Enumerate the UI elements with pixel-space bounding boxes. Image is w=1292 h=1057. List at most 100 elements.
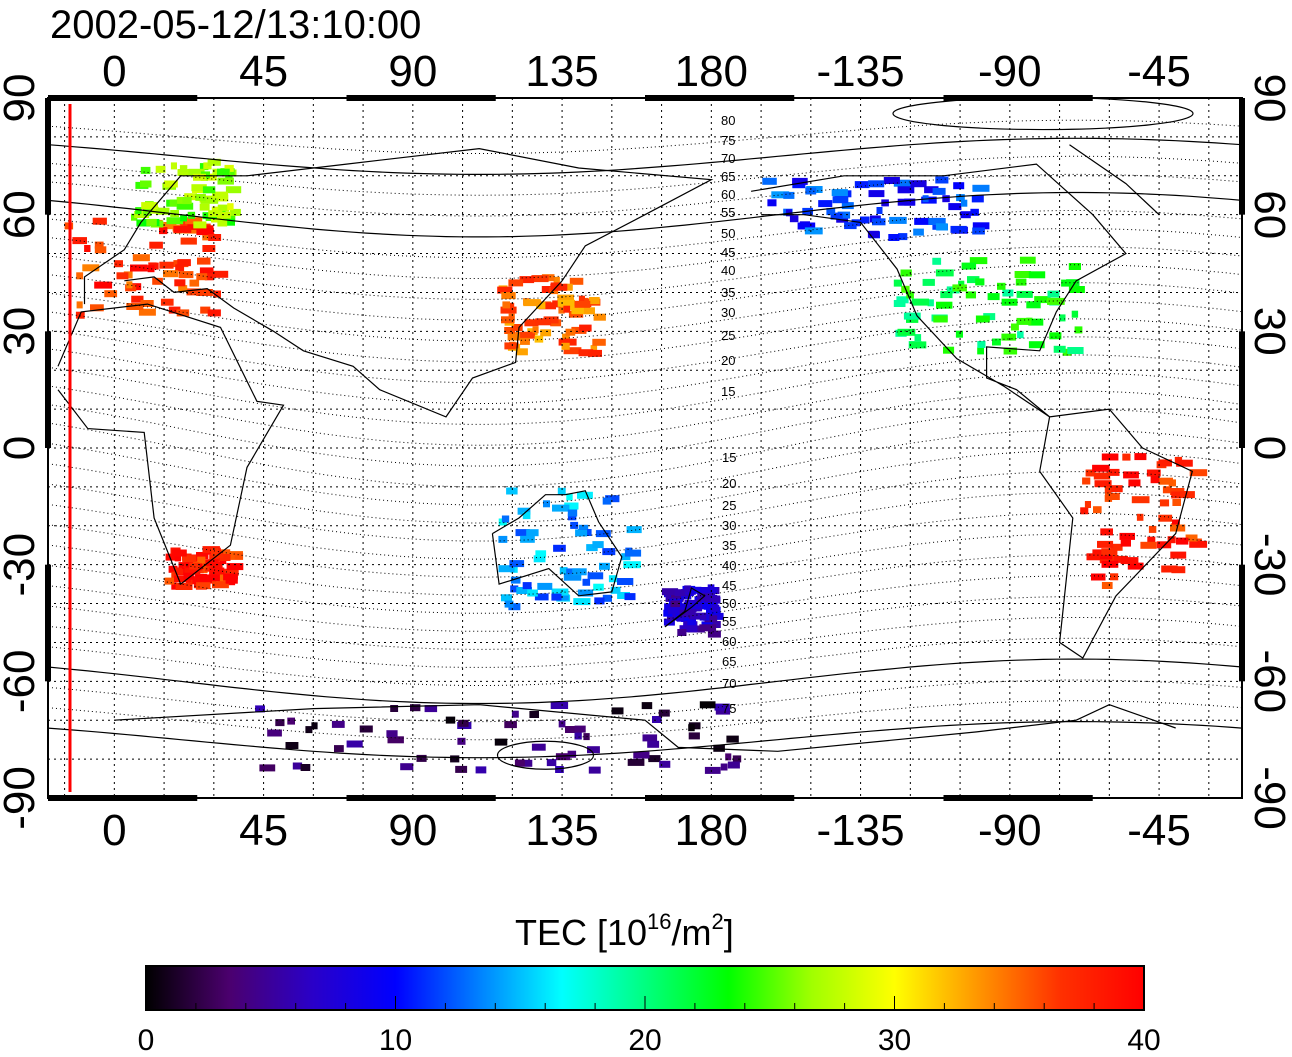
tec-cell xyxy=(141,202,158,210)
tec-cell xyxy=(677,629,687,636)
tec-cell xyxy=(224,164,234,172)
tec-cell xyxy=(520,535,535,543)
tec-cell xyxy=(1067,347,1084,354)
maglat-contour xyxy=(47,210,1243,259)
tec-cell xyxy=(211,206,219,214)
tec-cell xyxy=(633,751,650,759)
tec-cell xyxy=(557,487,566,495)
tec-cell xyxy=(538,302,556,310)
tec-cell xyxy=(386,730,398,738)
tec-cell xyxy=(204,273,214,281)
tec-cell xyxy=(571,307,584,315)
maglat-label: 25 xyxy=(721,328,735,343)
tec-cell xyxy=(1068,263,1081,270)
tec-cell xyxy=(557,299,575,307)
tec-cell xyxy=(305,726,313,734)
tec-cell xyxy=(582,578,591,586)
edge-bar xyxy=(45,331,51,448)
tec-cell xyxy=(199,267,214,275)
tec-cell xyxy=(501,515,510,523)
tec-cell xyxy=(517,507,531,515)
tec-cell xyxy=(217,219,228,227)
maglat-contour xyxy=(47,282,1243,342)
tec-cell xyxy=(972,222,990,230)
tec-cell xyxy=(575,529,588,537)
tec-cell xyxy=(872,218,886,226)
tec-cell xyxy=(212,270,229,278)
tec-cell xyxy=(497,286,513,294)
tec-cell xyxy=(574,300,591,308)
tec-cell xyxy=(971,195,984,203)
maglat-contour xyxy=(47,354,1243,425)
tec-cell xyxy=(1016,290,1033,298)
tec-cell xyxy=(163,270,179,278)
tec-cell xyxy=(179,165,188,173)
maglat-label: 65 xyxy=(722,654,736,669)
left-lat-tick: 90 xyxy=(0,74,44,123)
tec-cell xyxy=(177,259,191,267)
tec-cell xyxy=(897,186,915,194)
edge-bar xyxy=(48,795,198,801)
tec-cell xyxy=(130,264,148,272)
tec-cell xyxy=(1105,493,1120,500)
tec-cell xyxy=(818,200,833,208)
tec-cell xyxy=(893,300,906,307)
left-lat-tick: -30 xyxy=(0,533,44,597)
tec-cell xyxy=(174,575,191,583)
tec-cell xyxy=(896,296,909,304)
tec-cell xyxy=(551,588,569,596)
tec-cell xyxy=(164,577,175,585)
tec-cell xyxy=(217,168,230,176)
tec-cell xyxy=(151,206,159,214)
maglat-label: 35 xyxy=(721,285,735,300)
tec-cell xyxy=(1084,501,1091,508)
tec-cell xyxy=(225,186,242,194)
tec-cell xyxy=(975,278,985,286)
tec-cell xyxy=(82,264,100,272)
tec-cell xyxy=(166,217,184,225)
maglat-label: 55 xyxy=(721,205,735,220)
tec-cell xyxy=(826,208,836,216)
tec-cell xyxy=(854,181,870,189)
tec-cell xyxy=(578,524,589,532)
tec-cell xyxy=(1028,318,1044,326)
tec-cell xyxy=(131,295,144,303)
tec-cell xyxy=(559,567,568,575)
tec-cell xyxy=(955,330,963,338)
tec-cell xyxy=(203,559,219,567)
maglat-contour xyxy=(47,658,1243,705)
maglat-contour xyxy=(47,300,1243,363)
top-lon-tick: 90 xyxy=(388,47,437,96)
tec-cell xyxy=(1128,479,1141,487)
tec-cell xyxy=(704,595,721,603)
tec-cell xyxy=(521,759,533,767)
tec-cell xyxy=(572,568,587,576)
tec-cell xyxy=(1101,582,1113,589)
tec-cell xyxy=(914,217,930,225)
figure-title: 2002-05-12/13:10:00 xyxy=(50,3,421,47)
tec-cell xyxy=(1104,486,1112,494)
tec-cell xyxy=(588,349,602,357)
tec-cell xyxy=(676,614,684,622)
tec-cell xyxy=(571,326,587,334)
tec-cell xyxy=(506,487,518,495)
tec-cell xyxy=(196,273,208,281)
tec-cell xyxy=(178,271,194,279)
tec-cell xyxy=(529,711,539,718)
tec-cell xyxy=(475,766,487,774)
tec-cell xyxy=(189,279,200,287)
tec-cell xyxy=(958,280,965,288)
tec-cell xyxy=(207,158,221,166)
tec-cell xyxy=(950,225,967,233)
tec-cell xyxy=(502,301,510,309)
tec-cell xyxy=(876,207,883,214)
tec-cell xyxy=(498,565,515,573)
tec-cell xyxy=(227,203,234,211)
maglat-label: 40 xyxy=(721,263,735,278)
tec-cell xyxy=(567,750,577,758)
tec-cell xyxy=(977,341,986,348)
coastlines xyxy=(47,129,1194,752)
tec-cell xyxy=(178,285,188,293)
tec-cell xyxy=(610,586,621,594)
tec-cell xyxy=(526,529,539,537)
